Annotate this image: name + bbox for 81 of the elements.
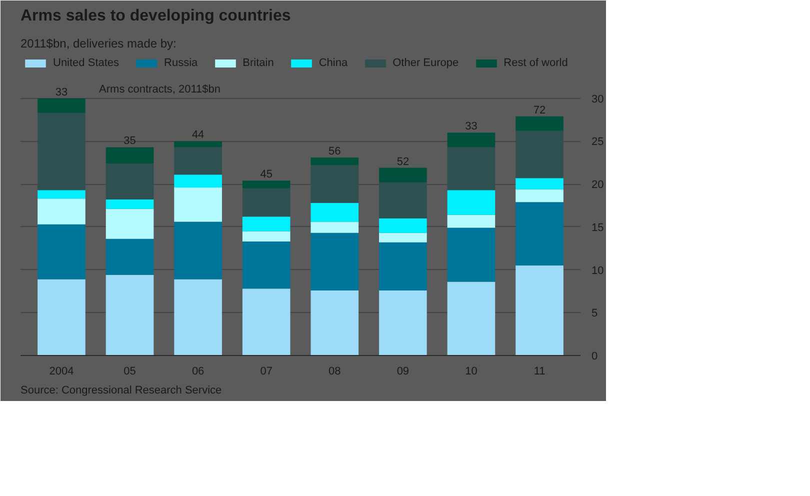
x-tick-label: 09 [396, 366, 410, 378]
bar [38, 198, 86, 224]
bar [174, 279, 222, 356]
bar [516, 189, 564, 202]
bar [106, 200, 154, 209]
legend-label: Britain [242, 57, 274, 69]
bar [38, 279, 86, 356]
annotation: 35 [124, 135, 136, 148]
x-tick-label: 05 [124, 366, 136, 378]
bar [516, 178, 564, 190]
bar [379, 168, 427, 182]
bar [447, 190, 496, 215]
bar [106, 208, 154, 239]
legend-label: Rest of world [504, 57, 568, 69]
source-note: Source: Congressional Research Service [20, 384, 222, 396]
bar [38, 224, 86, 280]
bar [310, 222, 359, 233]
bar [106, 238, 154, 275]
bar [106, 164, 154, 200]
bar [516, 266, 564, 356]
bar [174, 174, 222, 188]
bar [106, 147, 154, 164]
x-tick-label: 11 [534, 366, 546, 378]
x-tick-label: 2004 [49, 366, 74, 378]
x-tick-label: 10 [465, 366, 478, 378]
annotation: 44 [192, 129, 204, 142]
bar [379, 242, 427, 290]
bar [379, 182, 427, 218]
annotation: 52 [396, 156, 410, 168]
annotation: Arms contracts, 2011$bn [99, 83, 221, 96]
y-tick-label: 20 [592, 179, 604, 192]
y-tick-label: 25 [592, 136, 604, 148]
x-tick-label: 07 [260, 366, 272, 378]
bar [310, 290, 359, 356]
legend-label: China [318, 57, 348, 69]
bar [516, 130, 564, 178]
bar [174, 141, 222, 148]
bar [242, 188, 290, 217]
bar [516, 202, 564, 266]
bar [38, 112, 86, 190]
y-tick-label: 5 [592, 308, 598, 320]
bar [242, 242, 290, 289]
bar [106, 274, 154, 356]
y-tick-label: 10 [592, 264, 604, 277]
chart-title: Arms sales to developing countries [20, 8, 291, 24]
bar [174, 188, 222, 222]
bar [379, 290, 427, 356]
bar [516, 116, 564, 131]
annotation: 72 [533, 104, 546, 116]
bar [447, 132, 496, 148]
annotation: 45 [260, 168, 272, 181]
annotation: 33 [465, 120, 478, 133]
bar [174, 147, 222, 175]
bar [379, 232, 427, 242]
y-tick-label: 30 [592, 93, 604, 106]
bar [447, 214, 496, 228]
bar [38, 98, 86, 113]
bar [310, 165, 359, 203]
bar [379, 218, 427, 233]
bar [310, 158, 359, 166]
bar [242, 216, 290, 232]
chart-subtitle: 2011$bn, deliveries made by: [20, 36, 176, 50]
legend-label: Russia [164, 57, 198, 69]
bar [447, 282, 496, 356]
legend-label: United States [53, 57, 120, 69]
legend-label: Other Europe [392, 57, 459, 69]
bar [447, 228, 496, 282]
bar [38, 190, 86, 199]
x-tick-label: 06 [192, 366, 204, 378]
y-tick-label: 15 [592, 222, 604, 234]
bar [242, 180, 290, 188]
x-tick-label: 08 [328, 366, 341, 378]
bar [174, 222, 222, 280]
bar [242, 288, 290, 356]
annotation: 33 [55, 86, 68, 98]
bar [310, 232, 359, 290]
bar [447, 147, 496, 190]
y-tick-label: 0 [592, 350, 598, 362]
annotation: 56 [328, 146, 341, 158]
bar [310, 202, 359, 222]
bar [242, 231, 290, 242]
